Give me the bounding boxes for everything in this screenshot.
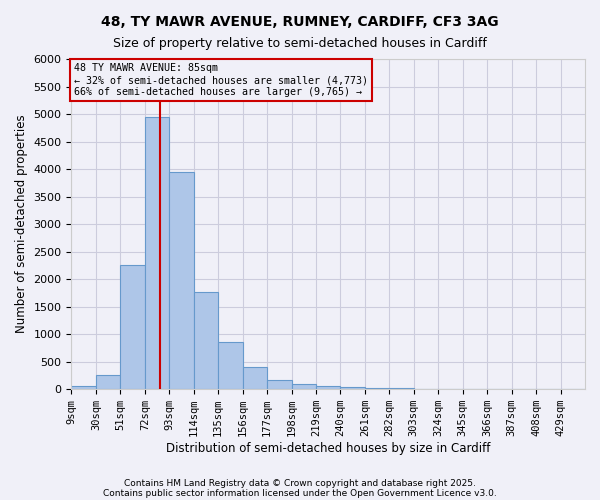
Bar	[316, 386, 340, 389]
Text: Contains public sector information licensed under the Open Government Licence v3: Contains public sector information licen…	[103, 488, 497, 498]
Bar	[340, 386, 365, 389]
Bar	[267, 380, 292, 389]
Text: Size of property relative to semi-detached houses in Cardiff: Size of property relative to semi-detach…	[113, 38, 487, 51]
Bar	[121, 266, 145, 389]
Text: 48 TY MAWR AVENUE: 85sqm
← 32% of semi-detached houses are smaller (4,773)
66% o: 48 TY MAWR AVENUE: 85sqm ← 32% of semi-d…	[74, 64, 368, 96]
Text: 48, TY MAWR AVENUE, RUMNEY, CARDIFF, CF3 3AG: 48, TY MAWR AVENUE, RUMNEY, CARDIFF, CF3…	[101, 15, 499, 29]
Bar	[96, 376, 121, 389]
Bar	[169, 172, 194, 389]
Bar	[292, 384, 316, 389]
Text: Contains HM Land Registry data © Crown copyright and database right 2025.: Contains HM Land Registry data © Crown c…	[124, 478, 476, 488]
Bar	[218, 342, 242, 389]
Bar	[365, 388, 389, 389]
Bar	[145, 117, 169, 389]
Bar	[71, 386, 96, 389]
X-axis label: Distribution of semi-detached houses by size in Cardiff: Distribution of semi-detached houses by …	[166, 442, 490, 455]
Bar	[242, 367, 267, 389]
Y-axis label: Number of semi-detached properties: Number of semi-detached properties	[15, 115, 28, 334]
Bar	[194, 292, 218, 389]
Bar	[389, 388, 414, 389]
